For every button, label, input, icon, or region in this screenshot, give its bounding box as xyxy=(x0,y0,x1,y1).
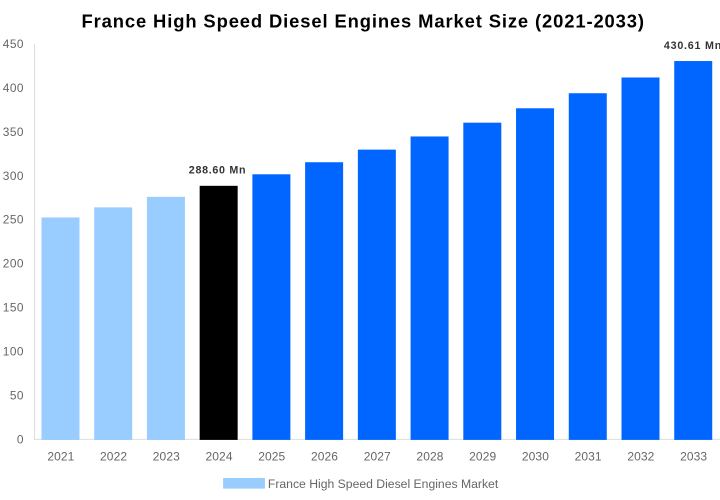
svg-text:2021: 2021 xyxy=(47,450,74,464)
svg-text:0: 0 xyxy=(17,432,24,446)
svg-text:2027: 2027 xyxy=(364,450,391,464)
svg-text:2023: 2023 xyxy=(153,450,180,464)
svg-text:150: 150 xyxy=(3,301,24,315)
svg-text:2033: 2033 xyxy=(680,450,707,464)
svg-text:2032: 2032 xyxy=(627,450,654,464)
svg-text:430.61 Mn: 430.61 Mn xyxy=(664,40,720,52)
svg-text:300: 300 xyxy=(3,169,24,183)
svg-text:2024: 2024 xyxy=(206,450,233,464)
svg-text:France High Speed Diesel Engin: France High Speed Diesel Engines Market … xyxy=(81,11,644,32)
svg-text:2028: 2028 xyxy=(416,450,443,464)
svg-text:2025: 2025 xyxy=(258,450,285,464)
svg-text:2029: 2029 xyxy=(469,450,496,464)
svg-text:100: 100 xyxy=(3,345,24,359)
svg-text:2030: 2030 xyxy=(522,450,549,464)
svg-text:2022: 2022 xyxy=(100,450,127,464)
svg-text:2031: 2031 xyxy=(575,450,602,464)
svg-text:288.60 Mn: 288.60 Mn xyxy=(189,165,246,177)
svg-text:450: 450 xyxy=(3,37,24,51)
svg-text:2026: 2026 xyxy=(311,450,338,464)
svg-text:50: 50 xyxy=(10,388,24,402)
svg-text:France High Speed Diesel Engin: France High Speed Diesel Engines Market xyxy=(268,477,499,491)
svg-text:250: 250 xyxy=(3,213,24,227)
svg-text:350: 350 xyxy=(3,125,24,139)
svg-text:200: 200 xyxy=(3,257,24,271)
svg-text:400: 400 xyxy=(3,81,24,95)
